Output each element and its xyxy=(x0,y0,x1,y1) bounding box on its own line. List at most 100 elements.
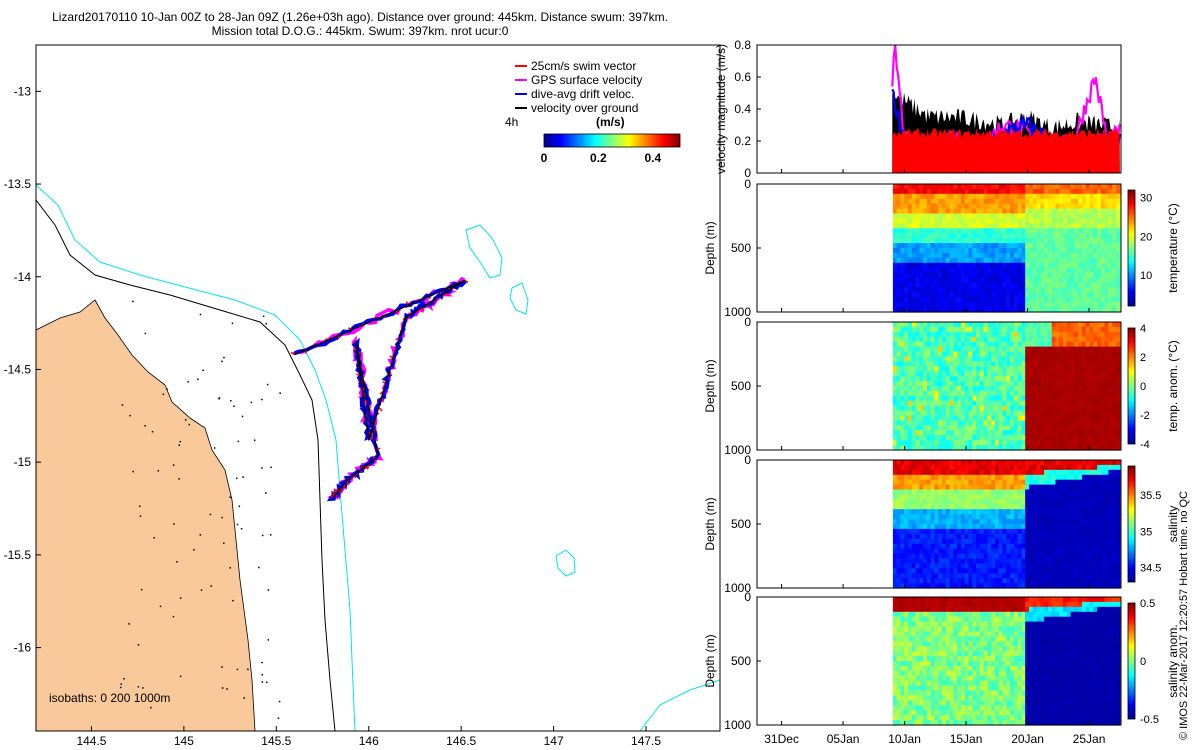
section-cell xyxy=(1070,460,1075,466)
section-cell xyxy=(1006,302,1011,308)
section-cell xyxy=(987,322,992,328)
section-cell xyxy=(1032,435,1038,441)
section-cell xyxy=(979,558,985,564)
reef-islet-3 xyxy=(555,549,576,577)
section-cell xyxy=(983,287,988,293)
section-cell xyxy=(1074,346,1079,353)
section-cell xyxy=(915,233,920,239)
section-cell xyxy=(934,371,939,377)
section-cell xyxy=(938,543,943,550)
section-cell xyxy=(1085,302,1091,308)
section-cell xyxy=(896,400,902,407)
section-cell xyxy=(1112,381,1117,387)
section-cell xyxy=(915,322,920,328)
section-cell xyxy=(953,445,958,451)
section-cell xyxy=(904,248,909,254)
section-cell xyxy=(1116,336,1121,343)
section-cell xyxy=(1066,331,1072,338)
reef-dot xyxy=(137,685,140,688)
section-cell xyxy=(1006,361,1011,367)
section-cell xyxy=(896,381,902,387)
section-cell xyxy=(1029,233,1034,239)
section-cell xyxy=(919,568,924,574)
section-cell xyxy=(1051,533,1057,540)
section-cell xyxy=(1085,578,1091,584)
section-cell xyxy=(915,193,920,200)
section-cell xyxy=(983,208,988,215)
section-cell xyxy=(942,238,947,244)
section-cell xyxy=(1100,346,1106,353)
section-cell xyxy=(1047,277,1053,283)
section-cell xyxy=(1010,257,1015,264)
section-cell xyxy=(961,386,966,392)
section-cell xyxy=(1070,390,1075,397)
section-cell xyxy=(1089,568,1094,574)
section-cell xyxy=(1089,425,1094,431)
section-cell xyxy=(1025,430,1030,436)
section-cell xyxy=(1040,469,1045,476)
section-cell xyxy=(987,346,992,353)
section-cell xyxy=(1055,400,1060,407)
section-cell xyxy=(1074,509,1079,515)
section-cell xyxy=(911,371,917,377)
section-cell xyxy=(938,583,943,589)
section-cell xyxy=(1097,218,1102,224)
section-cell xyxy=(961,563,966,569)
section-cell xyxy=(1066,356,1072,362)
section-cell xyxy=(972,213,977,219)
section-cell xyxy=(1036,228,1041,234)
section-cell xyxy=(896,420,902,426)
section-cell xyxy=(1112,469,1117,476)
section-cell xyxy=(998,297,1004,303)
section-cell xyxy=(904,489,909,495)
section-cell xyxy=(1029,331,1034,338)
section-cell xyxy=(1070,376,1075,382)
section-cell xyxy=(911,282,917,288)
section-cell xyxy=(949,188,954,195)
section-cell xyxy=(979,479,985,486)
section-cell xyxy=(1036,538,1041,545)
section-cell xyxy=(953,405,958,412)
section-cell xyxy=(1104,326,1109,333)
section-cell xyxy=(957,361,962,367)
section-cell xyxy=(1002,509,1007,515)
section-cell xyxy=(991,213,996,219)
section-cell xyxy=(1093,386,1098,392)
section-cell xyxy=(934,533,939,540)
section-cell xyxy=(1059,415,1064,421)
section-cell xyxy=(968,464,973,471)
section-cell xyxy=(1010,405,1015,412)
section-cell xyxy=(1013,430,1019,436)
section-cell xyxy=(964,184,970,190)
section-cell xyxy=(1059,543,1064,550)
section-cell xyxy=(1029,573,1034,579)
section-cell xyxy=(1032,400,1038,407)
section-cell xyxy=(934,420,939,426)
section-cell xyxy=(1078,400,1083,407)
section-cell xyxy=(1093,277,1098,283)
section-cell xyxy=(957,558,962,564)
section-cell xyxy=(1078,386,1083,392)
section-cell xyxy=(953,381,958,387)
section-cell xyxy=(930,390,936,397)
section-cell xyxy=(1066,184,1072,190)
section-cell xyxy=(1085,351,1091,357)
section-cell xyxy=(1097,366,1102,372)
section-cell xyxy=(964,233,970,239)
section-cell xyxy=(991,336,996,343)
section-cell xyxy=(1032,415,1038,421)
section-cell xyxy=(892,233,898,239)
section-cell xyxy=(904,543,909,550)
section-cell xyxy=(998,440,1004,446)
section-cell xyxy=(983,292,988,298)
section-cell xyxy=(991,395,996,402)
section-cell xyxy=(1108,252,1113,259)
section-cell xyxy=(911,361,917,367)
section-cell xyxy=(1017,287,1023,293)
section-cell xyxy=(1013,218,1019,224)
section-cell xyxy=(957,405,962,412)
section-cell xyxy=(923,361,928,367)
section-cell xyxy=(983,553,988,559)
section-cell xyxy=(908,524,913,530)
section-cell xyxy=(942,282,947,288)
